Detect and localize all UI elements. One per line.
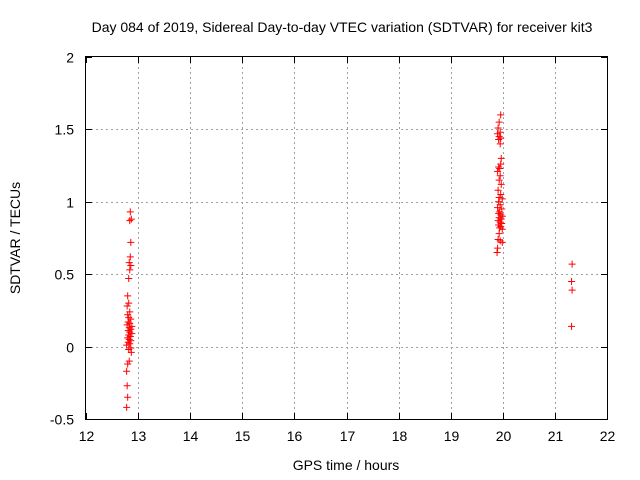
data-point xyxy=(495,118,503,126)
data-point xyxy=(123,382,131,390)
data-point xyxy=(127,215,135,223)
data-point xyxy=(568,260,576,268)
data-point xyxy=(495,230,503,238)
data-point xyxy=(495,163,503,171)
data-point xyxy=(126,253,134,261)
x-tick-label: 13 xyxy=(131,428,147,444)
x-tick-label: 12 xyxy=(79,428,95,444)
data-point xyxy=(496,172,504,180)
data-point xyxy=(494,244,502,252)
data-point xyxy=(126,340,134,348)
data-point xyxy=(494,204,502,212)
y-tick-label: -0.5 xyxy=(50,412,74,428)
data-point xyxy=(124,334,132,342)
data-point xyxy=(127,262,135,270)
data-point xyxy=(124,338,132,346)
data-point xyxy=(498,225,506,233)
data-point xyxy=(494,167,502,175)
data-point xyxy=(125,275,133,283)
data-point xyxy=(126,217,134,225)
data-point xyxy=(494,186,502,194)
data-point xyxy=(496,218,504,226)
data-point xyxy=(124,360,132,368)
data-point xyxy=(495,133,503,141)
data-point xyxy=(126,208,134,216)
x-tick-label: 18 xyxy=(392,428,408,444)
data-point xyxy=(123,341,131,349)
data-point xyxy=(495,176,503,184)
data-point xyxy=(497,191,505,199)
x-tick-label: 14 xyxy=(183,428,199,444)
data-point xyxy=(497,111,505,119)
data-point xyxy=(497,222,505,230)
data-point xyxy=(124,311,132,319)
axis-ticks xyxy=(86,57,608,420)
data-point xyxy=(126,266,134,274)
data-point xyxy=(495,193,503,201)
data-point xyxy=(498,220,506,228)
data-point xyxy=(497,211,505,219)
data-point xyxy=(494,130,502,138)
data-point xyxy=(498,212,506,220)
data-point xyxy=(497,215,505,223)
data-point xyxy=(497,154,505,162)
data-points xyxy=(123,111,576,411)
y-tick-label: 1.5 xyxy=(55,122,75,138)
data-point xyxy=(495,136,503,144)
data-point xyxy=(496,208,504,216)
data-point xyxy=(125,324,133,332)
plot-frame xyxy=(85,56,608,420)
data-point xyxy=(498,238,506,246)
data-point xyxy=(493,248,501,256)
data-point xyxy=(125,331,133,339)
x-tick-label: 16 xyxy=(287,428,303,444)
data-point xyxy=(125,259,133,267)
y-axis-label: SDTVAR / TECUs xyxy=(7,182,23,294)
data-point xyxy=(123,302,131,310)
x-axis-label: GPS time / hours xyxy=(293,457,400,473)
data-point xyxy=(124,318,132,326)
data-point xyxy=(495,198,503,206)
data-point xyxy=(497,180,505,188)
data-point xyxy=(124,327,132,335)
y-tick-labels: -0.5 0 0.5 1 1.5 2 xyxy=(50,50,74,428)
chart-title: Day 084 of 2019, Sidereal Day-to-day VTE… xyxy=(92,19,593,35)
data-point xyxy=(125,299,133,307)
data-point xyxy=(127,238,135,246)
data-point xyxy=(123,367,131,375)
data-point xyxy=(496,140,504,148)
data-point xyxy=(494,124,502,132)
data-point xyxy=(568,322,576,330)
data-point xyxy=(498,195,506,203)
y-tick-label: 0 xyxy=(66,340,74,356)
x-tick-label: 22 xyxy=(600,428,616,444)
y-tick-label: 0.5 xyxy=(55,267,75,283)
x-tick-label: 15 xyxy=(235,428,251,444)
data-point xyxy=(127,348,135,356)
data-point xyxy=(124,292,132,300)
data-point xyxy=(124,393,132,401)
x-tick-label: 21 xyxy=(548,428,564,444)
data-point xyxy=(568,286,576,294)
data-point xyxy=(125,357,133,365)
x-tick-labels: 12 13 14 15 16 17 18 19 20 21 22 xyxy=(79,428,616,444)
data-point xyxy=(568,277,576,285)
x-tick-label: 17 xyxy=(340,428,356,444)
x-tick-label: 19 xyxy=(444,428,460,444)
x-tick-label: 20 xyxy=(496,428,512,444)
data-point xyxy=(125,335,133,343)
grid-lines xyxy=(86,57,607,419)
data-point xyxy=(123,403,131,411)
y-tick-label: 1 xyxy=(66,195,74,211)
data-point xyxy=(128,330,136,338)
y-tick-label: 2 xyxy=(66,50,74,66)
